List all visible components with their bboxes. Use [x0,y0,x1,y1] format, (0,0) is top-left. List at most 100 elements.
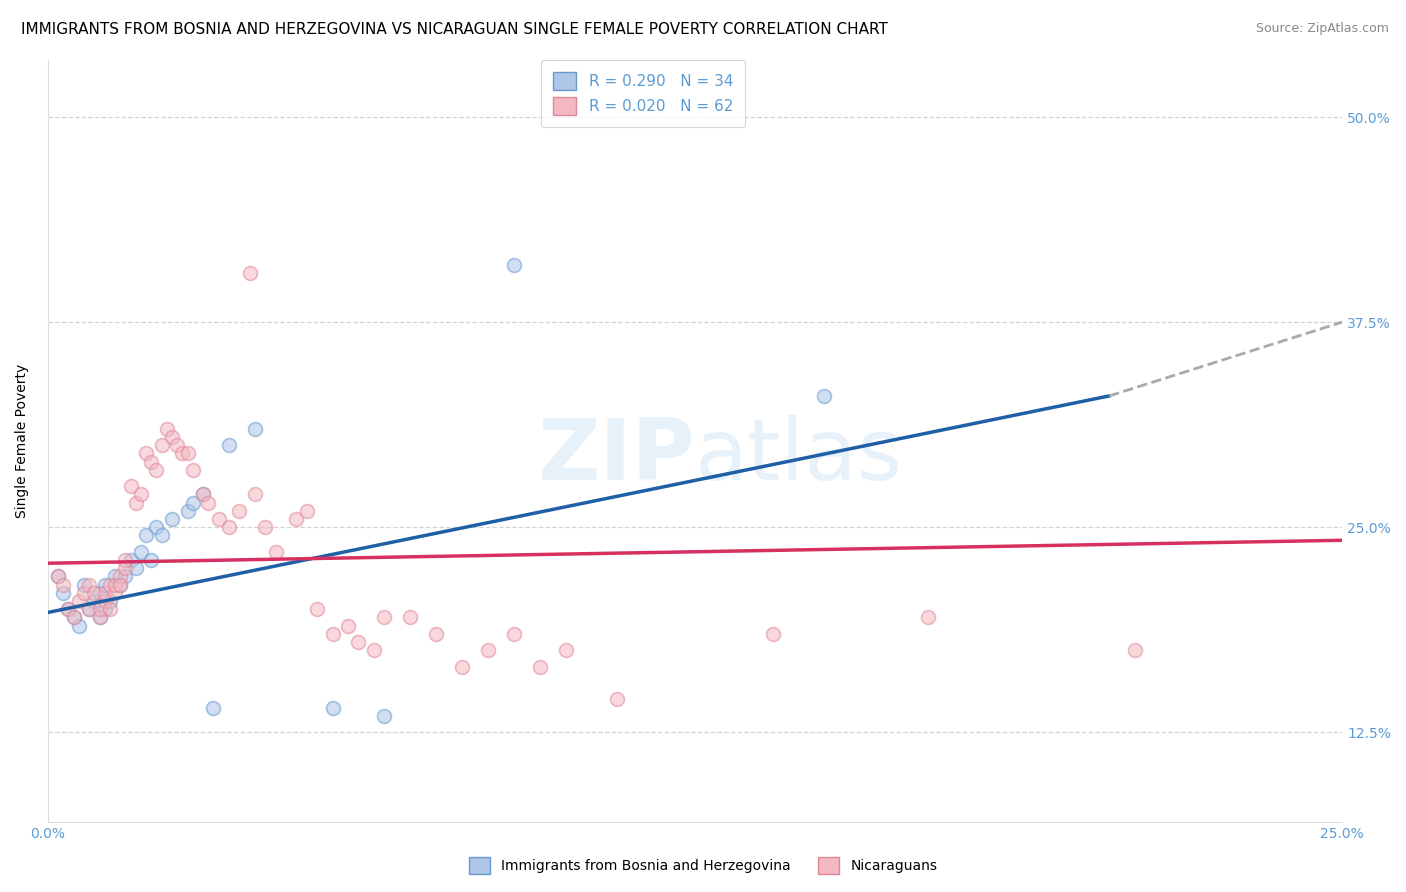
Point [228,504,250,518]
Point [150,528,173,542]
Point [141,553,163,567]
Point [399,610,422,624]
Point [93,577,115,591]
Point [77,577,100,591]
Point [295,504,318,518]
Point [477,643,499,657]
Point [264,545,287,559]
Legend: R = 0.290   N = 34, R = 0.020   N = 62: R = 0.290 N = 34, R = 0.020 N = 62 [541,60,745,128]
Point [46,569,69,583]
Point [606,692,628,706]
Point [529,659,551,673]
Point [52,586,75,600]
Point [218,520,240,534]
Point [46,569,69,583]
Point [202,700,225,714]
Point [52,577,75,591]
Point [89,602,111,616]
Point [93,594,115,608]
Point [125,495,148,509]
Text: IMMIGRANTS FROM BOSNIA AND HERZEGOVINA VS NICARAGUAN SINGLE FEMALE POVERTY CORRE: IMMIGRANTS FROM BOSNIA AND HERZEGOVINA V… [21,22,889,37]
Point [150,438,173,452]
Point [120,553,142,567]
Point [554,643,576,657]
Point [166,438,188,452]
Point [373,610,395,624]
Point [176,504,198,518]
Point [191,487,214,501]
Point [917,610,939,624]
Point [89,610,111,624]
Point [218,438,240,452]
Point [58,602,80,616]
Point [114,553,136,567]
Point [104,569,127,583]
Point [93,586,115,600]
Legend: Immigrants from Bosnia and Herzegovina, Nicaraguans: Immigrants from Bosnia and Herzegovina, … [463,850,943,880]
Point [1123,643,1146,657]
Point [110,569,132,583]
Point [243,422,266,436]
Point [502,258,524,272]
Point [197,495,219,509]
Point [141,454,163,468]
Point [62,610,84,624]
Point [135,528,157,542]
Point [98,602,121,616]
Point [125,561,148,575]
Point [129,545,152,559]
Point [160,512,183,526]
Point [451,659,474,673]
Point [181,463,204,477]
Point [77,602,100,616]
Point [67,594,90,608]
Point [363,643,385,657]
Point [813,389,835,403]
Point [93,602,115,616]
Point [104,586,127,600]
Point [114,561,136,575]
Y-axis label: Single Female Poverty: Single Female Poverty [15,364,30,518]
Point [160,430,183,444]
Point [762,627,785,641]
Point [322,700,344,714]
Point [181,495,204,509]
Text: atlas: atlas [695,415,903,498]
Point [337,618,360,632]
Point [73,586,96,600]
Point [104,577,127,591]
Point [502,627,524,641]
Point [322,627,344,641]
Point [73,577,96,591]
Point [243,487,266,501]
Point [254,520,277,534]
Point [120,479,142,493]
Point [110,577,132,591]
Point [77,602,100,616]
Point [58,602,80,616]
Point [67,618,90,632]
Point [62,610,84,624]
Point [373,708,395,723]
Point [425,627,447,641]
Point [347,635,370,649]
Text: ZIP: ZIP [537,415,695,498]
Point [129,487,152,501]
Point [191,487,214,501]
Point [114,569,136,583]
Point [156,422,179,436]
Point [83,594,105,608]
Point [176,446,198,460]
Point [98,577,121,591]
Point [285,512,308,526]
Point [89,610,111,624]
Point [172,446,194,460]
Point [145,463,167,477]
Text: Source: ZipAtlas.com: Source: ZipAtlas.com [1256,22,1389,36]
Point [207,512,229,526]
Point [83,586,105,600]
Point [145,520,167,534]
Point [305,602,328,616]
Point [89,586,111,600]
Point [135,446,157,460]
